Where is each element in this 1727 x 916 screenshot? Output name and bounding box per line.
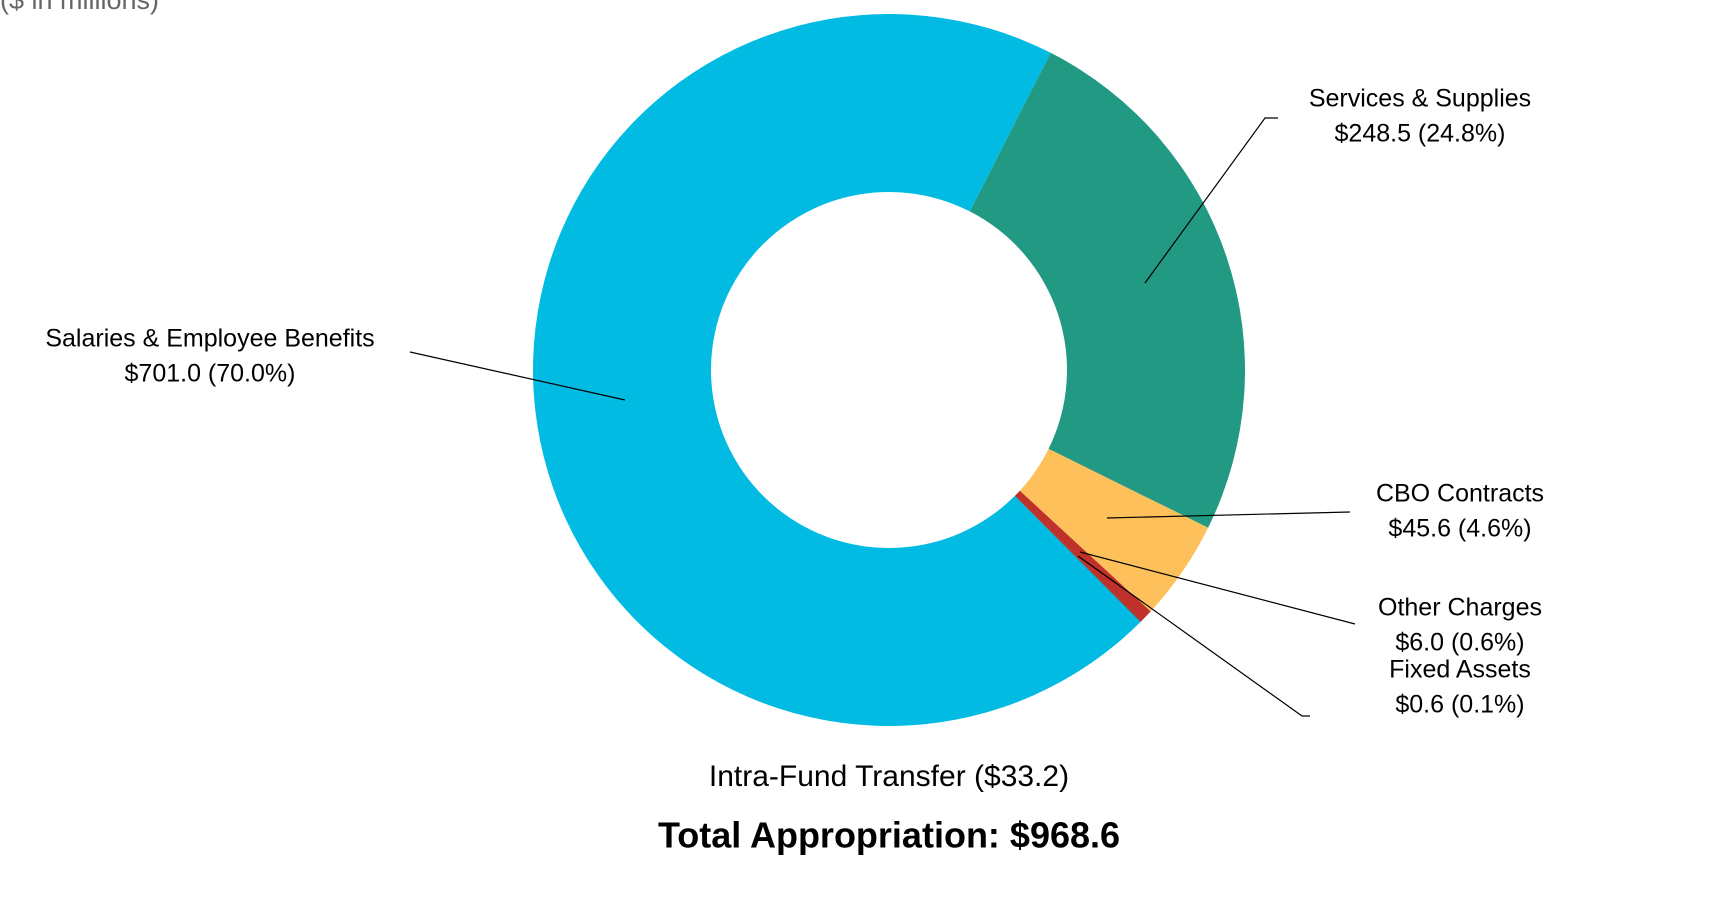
annotation: Total Appropriation: $968.6 <box>658 815 1120 856</box>
annotation: Intra-Fund Transfer ($33.2) <box>709 760 1069 793</box>
value-label: $0.6 (0.1%) <box>1395 691 1524 719</box>
value-label: $701.0 (70.0%) <box>125 360 296 388</box>
chart-subtitle: ($ in millions) <box>0 0 159 15</box>
donut-segment <box>532 14 1141 727</box>
value-label: $45.6 (4.6%) <box>1388 515 1531 543</box>
leader-line <box>1079 551 1356 625</box>
leader-line <box>1077 555 1310 717</box>
value-label: $248.5 (24.8%) <box>1335 120 1506 148</box>
leader-line <box>409 351 626 401</box>
category-label: Services & Supplies <box>1309 85 1531 113</box>
category-label: Other Charges <box>1378 594 1542 622</box>
donut-segment <box>969 52 1245 528</box>
donut-segment <box>1014 495 1142 623</box>
donut-segment <box>1019 448 1209 612</box>
category-label: CBO Contracts <box>1376 480 1544 508</box>
leader-line <box>1106 511 1351 519</box>
category-label: Salaries & Employee Benefits <box>45 325 374 353</box>
leader-line <box>1144 117 1278 284</box>
value-label: $6.0 (0.6%) <box>1395 629 1524 657</box>
category-label: Fixed Assets <box>1389 656 1531 684</box>
donut-segment <box>1015 490 1151 622</box>
